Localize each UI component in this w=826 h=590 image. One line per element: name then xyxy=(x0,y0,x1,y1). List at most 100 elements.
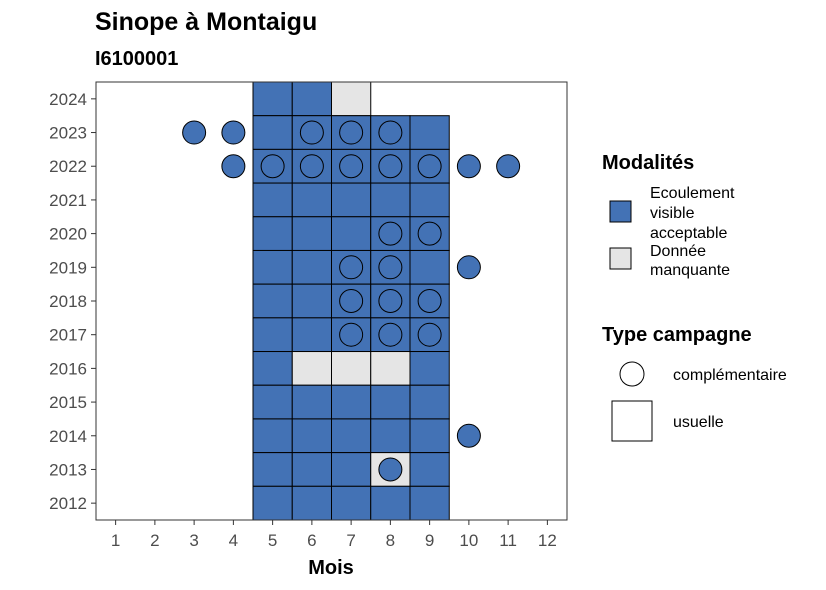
tile-2019-9-ecoulement-visible-acceptable xyxy=(409,249,450,285)
point-2017-7-ecoulement-visible-acceptable xyxy=(339,322,364,347)
point-2018-8-ecoulement-visible-acceptable xyxy=(378,289,403,313)
y-tick-label: 2014 xyxy=(49,427,87,446)
legend-label-ecoulement-visible-acceptable: Ecoulement visible acceptable xyxy=(650,185,739,242)
legend-label-donnee-manquante: Donnée manquante xyxy=(650,243,730,279)
y-tick-label: 2022 xyxy=(49,157,87,176)
tile-2020-7-ecoulement-visible-acceptable xyxy=(331,216,372,251)
point-2014-10-ecoulement-visible-acceptable xyxy=(456,423,481,448)
tile-2016-7-donnee-manquante xyxy=(331,351,372,386)
point-2022-8-ecoulement-visible-acceptable xyxy=(378,154,403,179)
tile-2016-6-donnee-manquante xyxy=(291,351,332,386)
y-tick-label: 2017 xyxy=(49,326,87,345)
x-axis-title: Mois xyxy=(308,557,354,579)
tile-2013-9-ecoulement-visible-acceptable xyxy=(409,452,450,487)
point-2019-10-ecoulement-visible-acceptable xyxy=(456,255,481,280)
y-tick-label: 2021 xyxy=(49,191,87,210)
y-tick-label: 2018 xyxy=(49,292,87,311)
x-tick-label: 5 xyxy=(268,531,277,550)
x-axis: 1 2 3 4 5 6 7 8 9 10 11 12 xyxy=(111,520,557,550)
y-tick-label: 2024 xyxy=(49,90,87,109)
x-tick-label: 1 xyxy=(111,531,120,550)
point-2023-7-ecoulement-visible-acceptable xyxy=(339,120,364,145)
tile-2024-6-ecoulement-visible-acceptable xyxy=(291,81,332,117)
tile-2015-9-ecoulement-visible-acceptable xyxy=(409,384,450,420)
y-tick-label: 2016 xyxy=(49,359,87,378)
tile-2016-5-ecoulement-visible-acceptable xyxy=(252,351,293,386)
point-2023-8-ecoulement-visible-acceptable xyxy=(378,120,403,145)
tile-2012-5-ecoulement-visible-acceptable xyxy=(252,485,293,521)
tile-2013-6-ecoulement-visible-acceptable xyxy=(291,452,332,487)
tile-2017-5-ecoulement-visible-acceptable xyxy=(252,317,293,353)
legend-title-modalites: Modalités xyxy=(602,152,694,174)
point-2019-7-ecoulement-visible-acceptable xyxy=(339,255,364,280)
tile-2014-8-ecoulement-visible-acceptable xyxy=(370,418,411,454)
tile-2021-6-ecoulement-visible-acceptable xyxy=(291,182,332,218)
point-2022-5-ecoulement-visible-acceptable xyxy=(260,154,285,179)
legend-key-usuelle xyxy=(611,400,653,442)
legend-label-usuelle: usuelle xyxy=(673,414,724,431)
tile-2024-7-donnee-manquante xyxy=(331,81,372,117)
tile-2021-8-ecoulement-visible-acceptable xyxy=(370,182,411,218)
tile-2020-5-ecoulement-visible-acceptable xyxy=(252,216,293,251)
tiles-layer xyxy=(252,81,450,521)
tile-2013-7-ecoulement-visible-acceptable xyxy=(331,452,372,487)
y-tick-label: 2013 xyxy=(49,460,87,479)
y-tick-label: 2020 xyxy=(49,225,87,244)
y-tick-label: 2012 xyxy=(49,494,87,513)
x-tick-label: 8 xyxy=(386,531,395,550)
tile-2012-6-ecoulement-visible-acceptable xyxy=(291,485,332,521)
point-2023-6-ecoulement-visible-acceptable xyxy=(299,120,324,145)
y-tick-label: 2019 xyxy=(49,258,87,277)
legend-label-complementaire: complémentaire xyxy=(673,367,787,384)
point-2022-11-ecoulement-visible-acceptable xyxy=(496,154,521,179)
point-2017-9-ecoulement-visible-acceptable xyxy=(417,322,442,347)
legend-label-line: visible xyxy=(650,205,695,222)
legend-label-line: acceptable xyxy=(650,225,727,242)
tile-2019-6-ecoulement-visible-acceptable xyxy=(291,249,332,285)
tile-2018-6-ecoulement-visible-acceptable xyxy=(291,283,332,319)
point-2020-9-ecoulement-visible-acceptable xyxy=(417,221,442,246)
legend-label-line: manquante xyxy=(650,262,730,279)
x-tick-label: 7 xyxy=(346,531,355,550)
chart-title: Sinope à Montaigu xyxy=(95,8,317,36)
tile-2015-7-ecoulement-visible-acceptable xyxy=(331,384,372,420)
tile-2012-9-ecoulement-visible-acceptable xyxy=(409,485,450,521)
x-tick-label: 6 xyxy=(307,531,316,550)
circles-layer xyxy=(182,120,521,482)
point-2022-7-ecoulement-visible-acceptable xyxy=(339,154,364,179)
x-tick-label: 2 xyxy=(150,531,159,550)
x-tick-label: 4 xyxy=(229,531,238,550)
tile-2023-5-ecoulement-visible-acceptable xyxy=(252,115,293,150)
tile-2012-8-ecoulement-visible-acceptable xyxy=(370,485,411,521)
point-2018-7-ecoulement-visible-acceptable xyxy=(339,289,364,313)
tile-2015-5-ecoulement-visible-acceptable xyxy=(252,384,293,420)
chart-subtitle: I6100001 xyxy=(95,48,178,70)
legend-label-line: Ecoulement xyxy=(650,185,735,202)
point-2018-9-ecoulement-visible-acceptable xyxy=(417,289,442,313)
tile-2021-7-ecoulement-visible-acceptable xyxy=(331,182,372,218)
tile-2014-9-ecoulement-visible-acceptable xyxy=(409,418,450,454)
tile-2015-6-ecoulement-visible-acceptable xyxy=(291,384,332,420)
point-2022-6-ecoulement-visible-acceptable xyxy=(299,154,324,179)
point-2013-8-ecoulement-visible-acceptable xyxy=(378,457,403,482)
y-axis: 2012 2013 2014 2015 2016 2017 2018 2019 2020 2021… xyxy=(49,90,96,513)
x-tick-label: 10 xyxy=(459,531,478,550)
tile-2024-5-ecoulement-visible-acceptable xyxy=(252,81,293,117)
tile-2023-9-ecoulement-visible-acceptable xyxy=(409,115,450,150)
x-tick-label: 11 xyxy=(499,531,517,550)
point-2022-9-ecoulement-visible-acceptable xyxy=(417,154,442,179)
tile-2020-6-ecoulement-visible-acceptable xyxy=(291,216,332,251)
point-2023-4-ecoulement-visible-acceptable xyxy=(221,120,246,145)
x-tick-label: 9 xyxy=(425,531,434,550)
tile-2021-9-ecoulement-visible-acceptable xyxy=(409,182,450,218)
point-2019-8-ecoulement-visible-acceptable xyxy=(378,255,403,280)
legend: Modalités Ecoulement visible acceptable … xyxy=(602,152,787,442)
tile-2016-9-ecoulement-visible-acceptable xyxy=(409,351,450,386)
point-2022-4-ecoulement-visible-acceptable xyxy=(221,154,246,179)
legend-title-type-campagne: Type campagne xyxy=(602,324,752,346)
y-tick-label: 2015 xyxy=(49,393,87,412)
tile-2021-5-ecoulement-visible-acceptable xyxy=(252,182,293,218)
tile-2014-7-ecoulement-visible-acceptable xyxy=(331,418,372,454)
tile-2016-8-donnee-manquante xyxy=(370,351,411,386)
